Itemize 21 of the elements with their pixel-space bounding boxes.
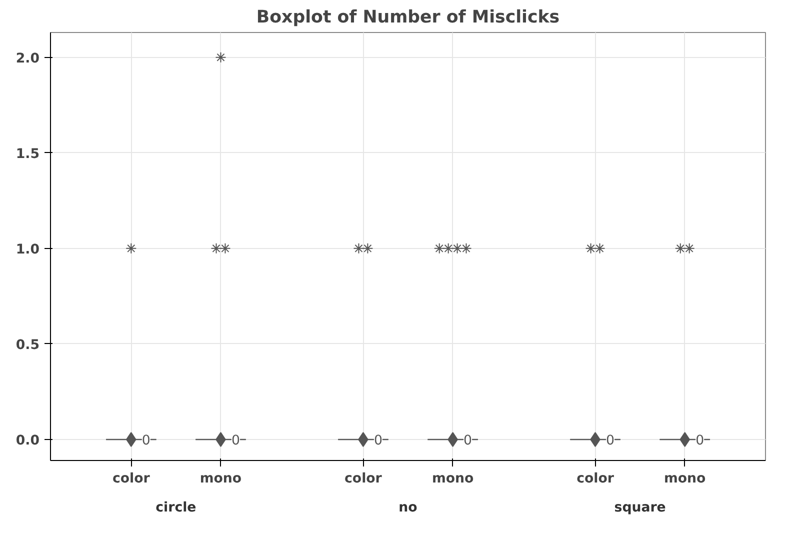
y-tick-label: 0.5 (16, 338, 40, 353)
x-tick-label: mono (664, 472, 706, 486)
y-tick-label: 2.0 (16, 51, 40, 66)
text: 0 (464, 433, 472, 448)
text: square (614, 500, 666, 516)
x-tick-label: color (344, 472, 382, 486)
x-tick-label: color (112, 472, 150, 486)
x-tick-label: color (576, 472, 614, 486)
text: 0 (606, 433, 614, 448)
y-tick-label: 0.0 (16, 433, 40, 448)
y-tick-label: 1.5 (16, 146, 40, 162)
x-tick-label: mono (432, 472, 474, 486)
text: 0 (696, 433, 704, 448)
text: circle (156, 500, 196, 516)
text: 0 (374, 433, 382, 448)
text: no (398, 500, 418, 516)
text: 0 (142, 433, 150, 448)
text: 0 (231, 433, 240, 448)
chart-title: Boxplot of Number of Misclicks (256, 8, 560, 28)
x-tick-label: mono (200, 472, 242, 486)
y-tick-label: 1.0 (16, 242, 40, 258)
